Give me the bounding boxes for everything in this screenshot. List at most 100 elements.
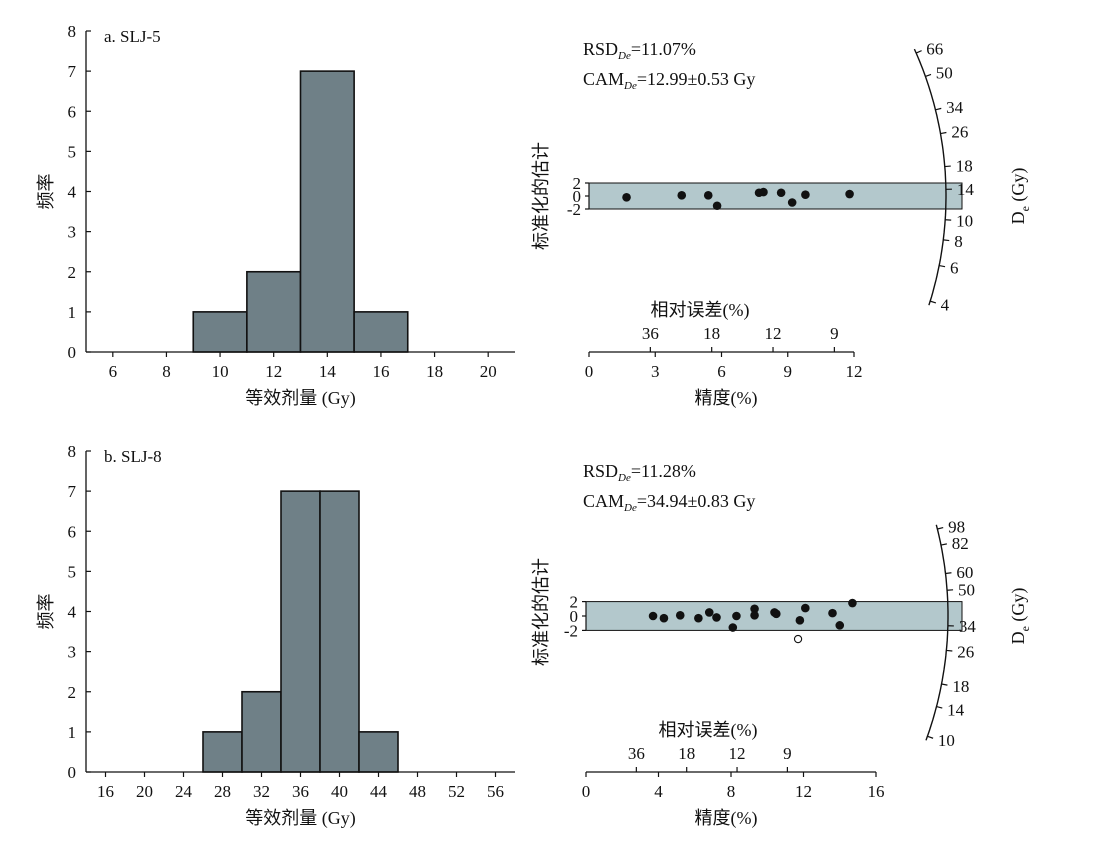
de-tick <box>940 131 947 135</box>
x-tick-label: 20 <box>136 782 153 801</box>
x-tick-label: 8 <box>162 362 171 381</box>
de-tick <box>946 649 953 652</box>
y-tick-label: 5 <box>68 142 77 161</box>
y-tick-label: 3 <box>68 223 77 242</box>
y-tick-label: 0 <box>68 343 77 362</box>
cam-annotation: CAMDe=12.99±0.53 Gy <box>583 69 755 92</box>
relative-error-axis-title: 相对误差(%) <box>659 720 758 741</box>
de-tick <box>941 683 948 686</box>
data-point <box>772 609 781 619</box>
de-tick <box>937 526 944 530</box>
data-point <box>801 603 810 613</box>
de-tick-label: 14 <box>947 700 965 719</box>
de-tick <box>943 239 950 242</box>
data-point <box>703 191 713 200</box>
de-tick-label: 10 <box>938 731 955 750</box>
z-tick-label: 2 <box>573 174 582 193</box>
x-tick-label: 52 <box>448 782 465 801</box>
data-point <box>828 608 837 618</box>
cam-annotation: CAMDe=34.94±0.83 Gy <box>583 491 755 514</box>
de-tick-label: 14 <box>957 180 975 199</box>
de-tick-label: 6 <box>950 259 959 278</box>
x-tick-label: 32 <box>253 782 270 801</box>
y-tick-label: 8 <box>68 22 77 41</box>
relative-error-tick-label: 12 <box>729 744 746 763</box>
data-point <box>750 604 759 614</box>
relative-error-tick-label: 18 <box>703 324 720 343</box>
relative-error-axis-title: 相对误差(%) <box>651 300 750 321</box>
rsd-annotation: RSDDe=11.28% <box>583 461 696 484</box>
de-tick <box>935 107 942 111</box>
x-tick-label: 18 <box>426 362 443 381</box>
data-point <box>712 201 722 211</box>
x-tick-label: 28 <box>214 782 231 801</box>
relative-error-tick-label: 9 <box>783 744 792 763</box>
histogram-bar <box>241 690 282 773</box>
de-arc-axis <box>913 48 947 306</box>
y-tick-label: 4 <box>68 603 77 622</box>
de-tick <box>925 73 932 77</box>
de-tick-label: 34 <box>959 617 977 636</box>
x-tick-label: 56 <box>487 782 504 801</box>
de-tick-label: 18 <box>956 157 973 176</box>
data-point <box>776 188 786 198</box>
x-tick-label: 44 <box>370 782 388 801</box>
x-tick-label: 14 <box>319 362 337 381</box>
de-tick-label: 60 <box>956 563 973 582</box>
data-point <box>728 623 738 632</box>
precision-tick-label: 16 <box>868 782 885 801</box>
rsd-annotation: RSDDe=11.07% <box>583 39 696 62</box>
x-tick-label: 12 <box>265 362 282 381</box>
histogram-bar <box>202 731 243 773</box>
de-tick-label: 50 <box>958 580 975 599</box>
data-point <box>694 613 703 623</box>
y-tick-label: 6 <box>68 102 77 121</box>
precision-axis-title: 精度(%) <box>695 808 758 829</box>
outlier-point <box>793 634 803 644</box>
y-tick-label: 4 <box>68 183 77 202</box>
y-tick-label: 1 <box>68 303 77 322</box>
data-point <box>835 621 845 630</box>
precision-tick-label: 9 <box>784 362 793 381</box>
de-tick-label: 26 <box>957 642 974 661</box>
z-tick-label: 0 <box>573 187 582 206</box>
precision-tick-label: 3 <box>651 362 660 381</box>
relative-error-tick-label: 36 <box>642 324 659 343</box>
precision-axis-title: 精度(%) <box>695 388 758 409</box>
z-tick-label: -2 <box>564 621 578 640</box>
data-point <box>675 610 685 620</box>
y-tick-label: 6 <box>68 522 77 541</box>
histogram-bar <box>299 70 355 353</box>
relative-error-tick-label: 9 <box>830 324 839 343</box>
chart-title: a. SLJ-5 <box>104 27 161 46</box>
de-tick-label: 26 <box>951 123 968 142</box>
precision-tick-label: 12 <box>846 362 863 381</box>
z-tick-label: -2 <box>567 200 581 219</box>
x-tick-label: 10 <box>212 362 229 381</box>
de-tick-label: 82 <box>952 534 969 553</box>
de-tick-label: 50 <box>936 64 953 83</box>
precision-tick-label: 12 <box>795 782 812 801</box>
x-tick-label: 24 <box>175 782 193 801</box>
de-tick <box>945 572 952 575</box>
data-point <box>622 193 631 202</box>
precision-tick-label: 8 <box>727 782 736 801</box>
x-tick-label: 6 <box>109 362 118 381</box>
histogram-bar <box>192 311 248 353</box>
precision-tick-label: 0 <box>582 782 591 801</box>
data-point <box>787 198 797 207</box>
x-tick-label: 16 <box>372 362 389 381</box>
y-tick-label: 7 <box>68 62 77 81</box>
y-tick-label: 1 <box>68 723 77 742</box>
data-point <box>848 598 857 608</box>
x-tick-label: 16 <box>97 782 114 801</box>
data-point <box>845 189 854 199</box>
relative-error-tick-label: 18 <box>678 744 695 763</box>
x-tick-label: 48 <box>409 782 426 801</box>
data-point <box>732 611 741 621</box>
de-tick <box>927 735 934 739</box>
x-axis-title: 等效剂量 (Gy) <box>245 388 356 409</box>
